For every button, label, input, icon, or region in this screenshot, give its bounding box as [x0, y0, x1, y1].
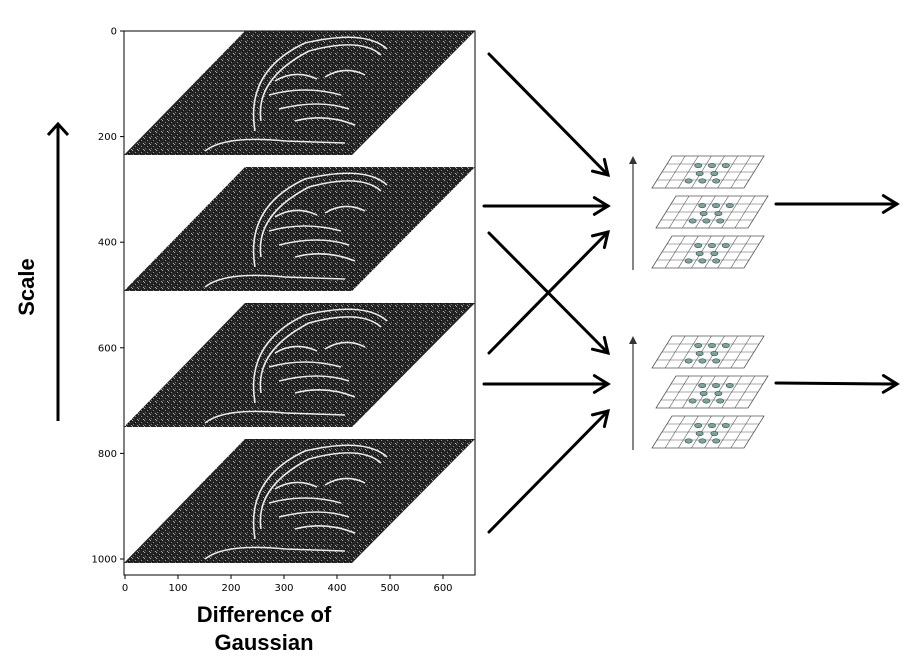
x-tick-label: 200: [221, 583, 240, 594]
keypoint-stack-2-grid-mid: [655, 375, 769, 409]
face-edges: [204, 172, 388, 288]
arrow-layer2-to-stack2: [487, 231, 611, 356]
scale-arrow: [46, 121, 70, 421]
keypoint-marker: [699, 211, 708, 217]
keypoint-marker: [684, 358, 693, 364]
keypoint-marker: [702, 398, 711, 404]
keypoint-marker: [698, 203, 707, 209]
keypoint-stack-1-grid-top: [651, 155, 765, 189]
keypoint-marker: [710, 431, 719, 437]
arrow-layer1-to-stack1: [487, 52, 611, 178]
keypoint-marker: [710, 171, 719, 177]
keypoint-marker: [721, 423, 730, 429]
keypoint-marker: [708, 423, 716, 429]
dog-layer-3: [124, 303, 475, 427]
keypoint-marker: [694, 343, 703, 349]
keypoint-marker: [695, 431, 704, 437]
keypoint-marker: [712, 258, 721, 264]
keypoint-marker: [702, 218, 711, 224]
keypoint-marker: [721, 343, 730, 349]
y-tick-label: 200: [98, 132, 117, 143]
x-tick-label: 500: [380, 583, 399, 594]
y-tick-label: 0: [111, 27, 117, 38]
face-edges: [204, 444, 388, 560]
face-edges: [204, 36, 388, 152]
y-axis-ticks: 0 200 400 600 800 1000: [92, 27, 124, 566]
keypoint-marker: [698, 178, 707, 184]
image-axes: 0 200 400 600 800 1000 0 100 200 300 400 500 600: [92, 27, 476, 594]
face-edges: [204, 308, 388, 424]
keypoint-stack-1: [629, 156, 637, 270]
keypoint-stack-2-grid-top: [651, 335, 765, 369]
y-tick-label: 800: [98, 449, 117, 460]
keypoint-stack-1-grid-bottom: [651, 235, 765, 269]
keypoint-marker: [721, 243, 730, 249]
keypoint-marker: [708, 163, 716, 169]
keypoint-marker: [694, 163, 703, 169]
keypoint-marker: [684, 178, 693, 184]
arrow-stack1-out: [774, 194, 900, 214]
x-tick-label: 300: [274, 583, 293, 594]
keypoint-marker: [695, 351, 704, 357]
keypoint-marker: [698, 358, 707, 364]
keypoint-stack-2-grid-bottom: [651, 415, 765, 449]
keypoint-marker: [712, 358, 721, 364]
keypoint-marker: [716, 218, 725, 224]
keypoint-marker: [694, 423, 703, 429]
keypoint-marker: [716, 398, 725, 404]
keypoint-marker: [712, 203, 720, 209]
x-tick-label: 600: [433, 583, 452, 594]
keypoint-marker: [714, 211, 723, 217]
keypoint-marker: [694, 243, 703, 249]
keypoint-marker: [688, 398, 697, 404]
dog-layer-1: [124, 31, 475, 155]
dog-layer-4: [124, 439, 475, 563]
arrow-stack2-out: [774, 374, 900, 394]
keypoint-marker: [699, 391, 708, 397]
scale-label: Scale: [14, 258, 39, 316]
keypoint-marker: [712, 178, 721, 184]
arrow-layer4-to-stack2: [487, 408, 611, 534]
keypoint-marker: [698, 258, 707, 264]
keypoint-marker: [708, 243, 716, 249]
keypoint-marker: [698, 383, 707, 389]
keypoint-marker: [721, 163, 730, 169]
keypoint-marker: [714, 391, 723, 397]
x-axis-ticks: 0 100 200 300 400 500 600: [122, 575, 453, 594]
arrow-layer3-to-stack2: [482, 374, 611, 394]
keypoint-marker: [712, 438, 721, 444]
keypoint-marker: [684, 258, 693, 264]
keypoint-marker: [695, 171, 704, 177]
keypoint-marker: [712, 383, 720, 389]
keypoint-marker: [688, 218, 697, 224]
keypoint-stack-1-grid-mid: [655, 195, 769, 229]
dog-label-line2: Gaussian: [214, 630, 313, 655]
x-tick-label: 400: [327, 583, 346, 594]
keypoint-stack-2: [629, 336, 637, 450]
keypoint-marker: [698, 438, 707, 444]
keypoint-marker: [710, 351, 719, 357]
connection-arrows: [482, 52, 900, 534]
y-tick-label: 400: [98, 238, 117, 249]
y-tick-label: 600: [98, 343, 117, 354]
dog-layer-2: [124, 167, 475, 291]
x-tick-label: 0: [122, 583, 128, 594]
x-tick-label: 100: [168, 583, 187, 594]
dog-label-line1: Difference of: [197, 602, 332, 627]
keypoint-marker: [725, 383, 734, 389]
keypoint-marker: [684, 438, 693, 444]
keypoint-marker: [695, 251, 704, 257]
keypoint-marker: [708, 343, 716, 349]
y-tick-label: 1000: [92, 555, 117, 566]
dog-layers: [124, 31, 475, 563]
keypoint-marker: [710, 251, 719, 257]
keypoint-marker: [725, 203, 734, 209]
keypoint-stacks: [629, 155, 769, 450]
arrow-layer2-to-stack1: [482, 196, 611, 216]
